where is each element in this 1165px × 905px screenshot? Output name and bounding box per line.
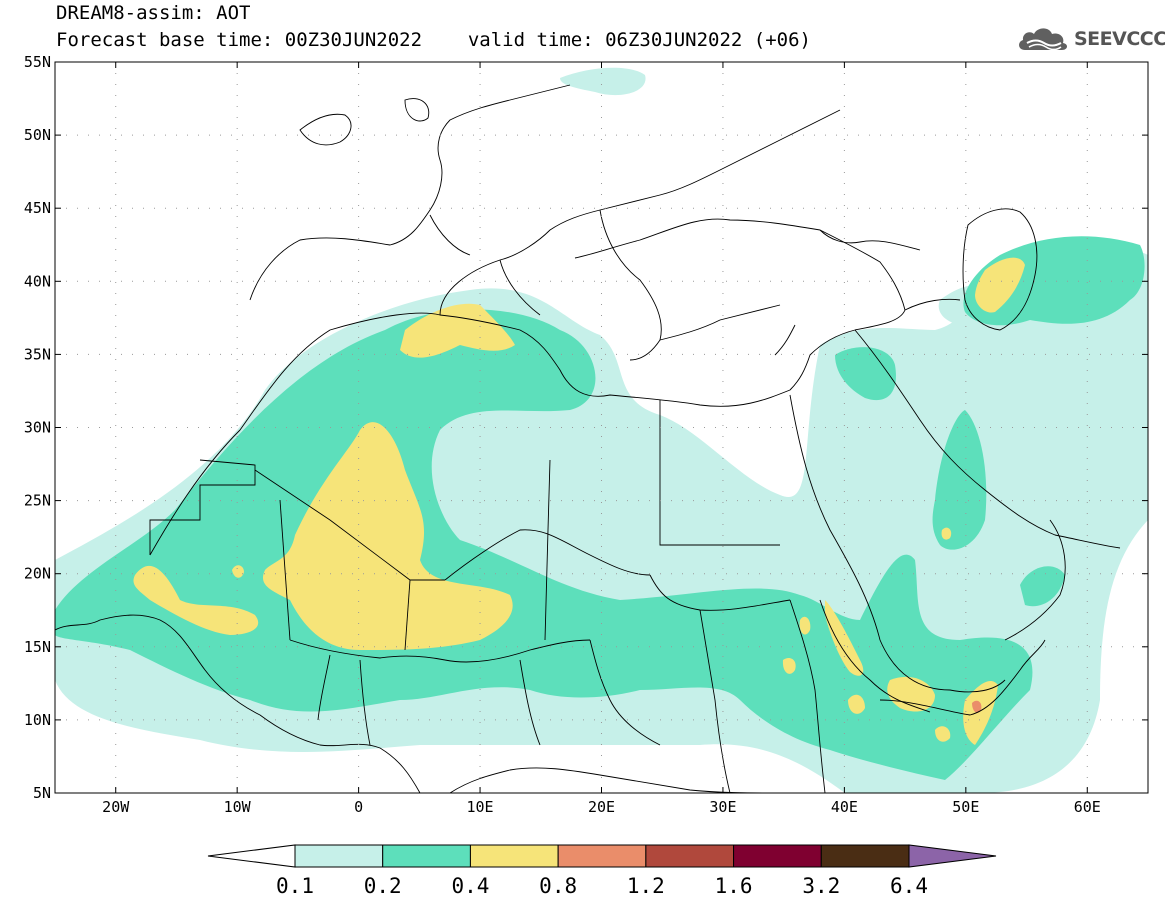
lon-tick-label: 40E bbox=[831, 798, 858, 816]
colorbar-segment bbox=[820, 844, 910, 868]
aot-band-0.4 bbox=[799, 616, 811, 635]
lon-tick-label: 0 bbox=[354, 798, 363, 816]
colorbar-segment bbox=[469, 844, 559, 868]
aot-band-0.2 bbox=[932, 410, 987, 550]
lat-tick-label: 15N bbox=[24, 638, 51, 656]
colorbar-label: 0.2 bbox=[364, 874, 402, 898]
valid-time: valid time: 06Z30JUN2022 (+06) bbox=[467, 29, 811, 51]
colorbar-label: 1.6 bbox=[715, 874, 753, 898]
aot-band-0.4 bbox=[782, 658, 796, 674]
lon-tick-label: 60E bbox=[1074, 798, 1101, 816]
lon-tick-label: 50E bbox=[952, 798, 979, 816]
aot-band-0.8 bbox=[972, 700, 982, 713]
lat-tick-labels: 55N 50N 45N 40N 35N 30N 25N 20N 15N 10N 5N bbox=[24, 53, 51, 802]
colorbar-label: 0.8 bbox=[539, 874, 577, 898]
colorbar-segment bbox=[557, 844, 647, 868]
aot-band-0.1 bbox=[560, 67, 646, 96]
cloud-icon bbox=[1019, 28, 1068, 51]
lat-tick-label: 20N bbox=[24, 565, 51, 583]
seevccc-logo: SEEVCCC bbox=[1016, 24, 1165, 54]
aot-band-0.4 bbox=[825, 600, 864, 676]
lon-tick-marks bbox=[115, 62, 1088, 793]
lat-tick-label: 55N bbox=[24, 53, 51, 71]
forecast-times: Forecast base time: 00Z30JUN2022 valid t… bbox=[56, 29, 811, 51]
lon-tick-label: 20E bbox=[588, 798, 615, 816]
colorbar-label: 0.4 bbox=[451, 874, 489, 898]
lon-tick-labels: 20W 10W 0 10E 20E 30E 40E 50E 60E bbox=[102, 798, 1101, 816]
lon-tick-label: 20W bbox=[102, 798, 130, 816]
aot-band-0.4 bbox=[400, 303, 515, 358]
aot-band-0.4 bbox=[975, 257, 1025, 313]
base-time: Forecast base time: 00Z30JUN2022 bbox=[56, 29, 423, 51]
aot-band-0.4 bbox=[133, 565, 259, 635]
lat-tick-label: 50N bbox=[24, 126, 51, 144]
colorbar-segment bbox=[294, 844, 384, 868]
colorbar-label: 3.2 bbox=[802, 874, 840, 898]
gridlines bbox=[55, 62, 1148, 793]
lat-tick-label: 5N bbox=[33, 784, 51, 802]
colorbar-segment bbox=[733, 844, 822, 868]
lon-tick-label: 30E bbox=[709, 798, 736, 816]
colorbar-label: 6.4 bbox=[890, 874, 928, 898]
colorbar: 0.1 0.2 0.4 0.8 1.2 1.6 3.2 6.4 bbox=[207, 844, 997, 898]
aot-band-0.4 bbox=[935, 726, 951, 742]
aot-band-0.2 bbox=[835, 347, 896, 401]
colorbar-segment bbox=[645, 844, 735, 868]
colorbar-segment bbox=[382, 844, 471, 868]
lon-tick-label: 10E bbox=[467, 798, 494, 816]
lat-tick-label: 40N bbox=[24, 272, 51, 290]
aot-band-0.4 bbox=[848, 694, 865, 714]
colorbar-under-arrow bbox=[207, 844, 296, 868]
aot-band-0.4 bbox=[232, 565, 244, 578]
aot-band-0.4 bbox=[941, 527, 952, 540]
lat-tick-label: 45N bbox=[24, 199, 51, 217]
lat-tick-label: 10N bbox=[24, 711, 51, 729]
colorbar-over-arrow bbox=[908, 844, 997, 868]
lon-tick-label: 10W bbox=[224, 798, 252, 816]
lat-tick-label: 25N bbox=[24, 492, 51, 510]
map-title: DREAM8-assim: AOT bbox=[56, 2, 251, 24]
colorbar-label: 0.1 bbox=[276, 874, 314, 898]
aot-band-0.4 bbox=[262, 422, 513, 650]
map-frame bbox=[54, 61, 1149, 794]
logo-text: SEEVCCC bbox=[1074, 28, 1165, 50]
lat-tick-label: 30N bbox=[24, 419, 51, 437]
lat-tick-label: 35N bbox=[24, 345, 51, 363]
colorbar-label: 1.2 bbox=[627, 874, 665, 898]
aot-shading bbox=[55, 67, 1148, 793]
aot-band-0.4 bbox=[963, 680, 998, 745]
aot-band-0.2 bbox=[1020, 566, 1065, 607]
country-borders bbox=[55, 84, 1121, 793]
